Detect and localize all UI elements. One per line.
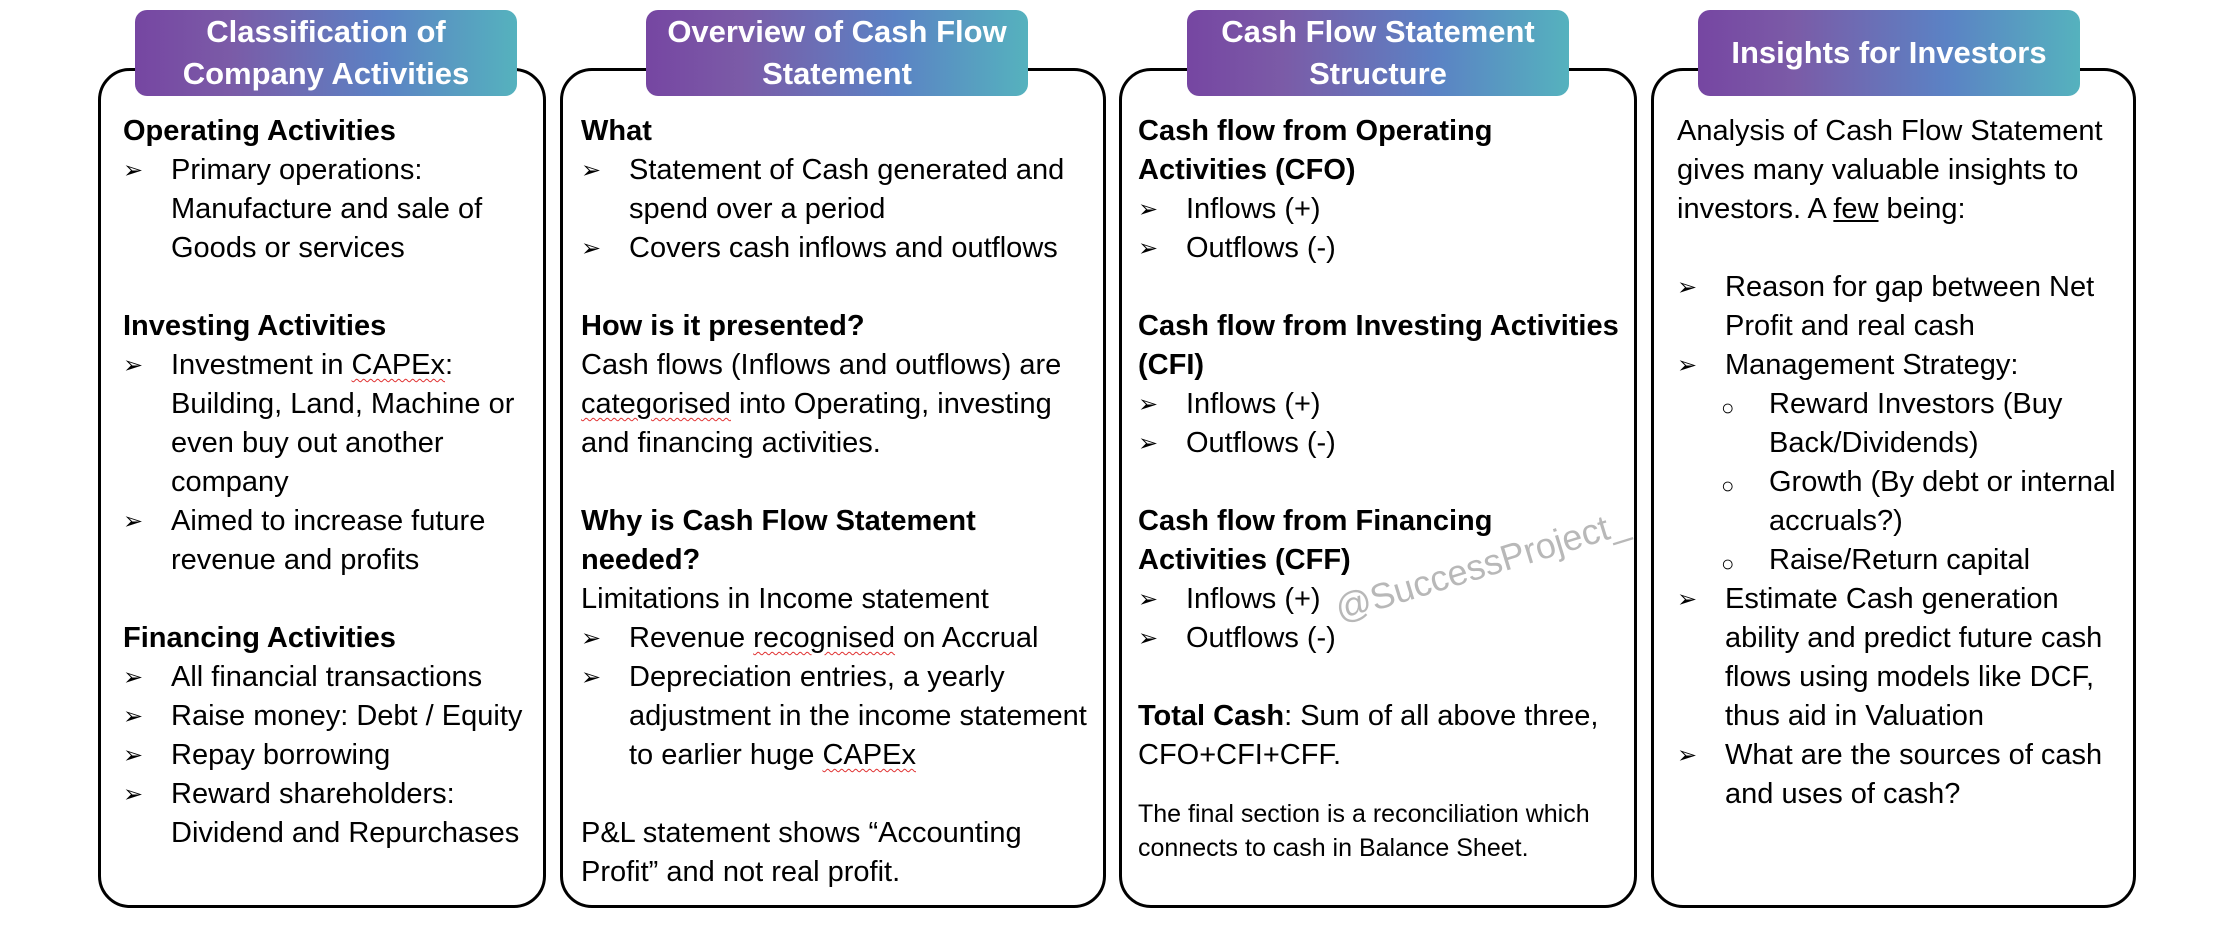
- header-cash-flow-overview: Overview of Cash Flow Statement: [646, 10, 1028, 96]
- arrowhead-bullet-icon: ➢: [1138, 196, 1159, 223]
- card-cash-flow-overview: [560, 68, 1106, 908]
- total-cash-description: : Sum of all above three, CFO+CFI+CFF.: [1138, 700, 1599, 771]
- list-item: ➢ Reason for gap between Net Profit and r…: [1677, 268, 2127, 346]
- arrowhead-bullet-icon: ➢: [1138, 625, 1159, 652]
- circle-bullet-icon: ○: [1721, 473, 1735, 498]
- list-item: ➢ Primary operations: Manufacture and sal…: [123, 151, 543, 268]
- arrowhead-bullet-icon: ➢: [123, 703, 144, 730]
- heading-cfi: Cash flow from Investing Activities (CFI…: [1138, 310, 1619, 381]
- arrowhead-bullet-icon: ➢: [1677, 274, 1698, 301]
- arrowhead-bullet-icon: ➢: [1138, 586, 1159, 613]
- heading-financing: Financing Activities: [123, 622, 396, 654]
- header-cash-flow-structure: Cash Flow Statement Structure: [1187, 10, 1569, 96]
- insights-intro: Analysis of Cash Flow Statement gives ma…: [1677, 115, 2103, 225]
- heading-cff: Cash flow from Financing Activities (CFF…: [1138, 505, 1493, 576]
- arrowhead-bullet-icon: ➢: [1677, 352, 1698, 379]
- total-cash-text: Total Cash: Sum of all above three, CFO+…: [1138, 697, 1628, 775]
- list-item: ➢ Inflows (+): [1138, 580, 1628, 619]
- circle-bullet-icon: ○: [1721, 395, 1735, 420]
- header-company-activities-title: Classification of Company Activities: [182, 14, 470, 91]
- how-presented-text: Cash flows (Inflows and outflows) are ca…: [581, 349, 1062, 459]
- pl-statement-text: P&L statement shows “Accounting Profit” …: [581, 817, 1022, 888]
- header-company-activities: Classification of Company Activities: [135, 10, 517, 96]
- heading-operating: Operating Activities: [123, 115, 396, 147]
- header-cash-flow-structure-title: Cash Flow Statement Structure: [1221, 14, 1535, 91]
- arrowhead-bullet-icon: ➢: [581, 157, 602, 184]
- list-item: ➢ Management Strategy:: [1677, 346, 2127, 385]
- list-item: ➢ Outflows (-): [1138, 229, 1628, 268]
- list-item: ➢ Revenue recognised on Accrual: [581, 619, 1096, 658]
- list-item: ➢ Repay borrowing: [123, 736, 543, 775]
- sub-list-item: ○ Raise/Return capital: [1677, 541, 2127, 580]
- arrowhead-bullet-icon: ➢: [1138, 391, 1159, 418]
- arrowhead-bullet-icon: ➢: [1677, 742, 1698, 769]
- arrowhead-bullet-icon: ➢: [581, 625, 602, 652]
- list-item: ➢ Aimed to increase future revenue and pr…: [123, 502, 543, 580]
- sub-list-item: ○ Reward Investors (Buy Back/Dividends): [1721, 388, 2063, 459]
- body-cash-flow-structure: Cash flow from Operating Activities (CFO…: [1138, 112, 1628, 865]
- arrowhead-bullet-icon: ➢: [123, 781, 144, 808]
- list-item: ➢ Reward shareholders: Dividend and Repur…: [123, 775, 543, 853]
- card-cash-flow-structure: [1119, 68, 1637, 908]
- list-item: ➢ Outflows (-): [1138, 619, 1628, 658]
- arrowhead-bullet-icon: ➢: [123, 664, 144, 691]
- circle-bullet-icon: ○: [1721, 551, 1735, 576]
- final-note: The final section is a reconciliation wh…: [1138, 800, 1590, 862]
- body-investor-insights: Analysis of Cash Flow Statement gives ma…: [1677, 112, 2127, 814]
- heading-what: What: [581, 115, 652, 147]
- arrowhead-bullet-icon: ➢: [123, 742, 144, 769]
- arrowhead-bullet-icon: ➢: [1138, 430, 1159, 457]
- sub-list-item: ○ Growth (By debt or internal accruals?): [1721, 466, 2116, 537]
- body-company-activities: Operating Activities ➢ Primary operations…: [123, 112, 543, 853]
- list-item: ➢ Estimate Cash generation ability and pr…: [1677, 580, 2127, 736]
- list-item: ➢ Investment in CAPEx: Building, Land, Ma…: [123, 346, 543, 502]
- list-item: ➢ Inflows (+): [1138, 190, 1628, 229]
- list-item: ➢ Depreciation entries, a yearly adjustme…: [581, 658, 1096, 775]
- list-item: ➢ What are the sources of cash and uses o…: [1677, 736, 2127, 814]
- arrowhead-bullet-icon: ➢: [581, 235, 602, 262]
- header-investor-insights: Insights for Investors: [1698, 10, 2080, 96]
- list-item: ➢ Raise money: Debt / Equity: [123, 697, 543, 736]
- arrowhead-bullet-icon: ➢: [1677, 586, 1698, 613]
- why-needed-text: Limitations in Income statement: [581, 583, 989, 615]
- heading-how-presented: How is it presented?: [581, 310, 865, 342]
- list-item: ➢ Statement of Cash generated and spend o…: [581, 151, 1096, 229]
- heading-why-needed: Why is Cash Flow Statement needed?: [581, 505, 976, 576]
- heading-cfo: Cash flow from Operating Activities (CFO…: [1138, 115, 1493, 186]
- arrowhead-bullet-icon: ➢: [123, 508, 144, 535]
- list-item: ➢ Inflows (+): [1138, 385, 1628, 424]
- list-item: ➢ Outflows (-): [1138, 424, 1628, 463]
- heading-investing: Investing Activities: [123, 310, 387, 342]
- list-item: ➢ All financial transactions: [123, 658, 543, 697]
- card-investor-insights: [1651, 68, 2136, 908]
- list-item: ➢ Covers cash inflows and outflows: [581, 229, 1096, 268]
- arrowhead-bullet-icon: ➢: [581, 664, 602, 691]
- card-company-activities: [98, 68, 546, 908]
- total-cash-label: Total Cash: [1138, 700, 1285, 732]
- header-investor-insights-title: Insights for Investors: [1731, 35, 2047, 70]
- arrowhead-bullet-icon: ➢: [123, 352, 144, 379]
- arrowhead-bullet-icon: ➢: [1138, 235, 1159, 262]
- arrowhead-bullet-icon: ➢: [123, 157, 144, 184]
- body-cash-flow-overview: What ➢ Statement of Cash generated and sp…: [581, 112, 1096, 892]
- header-cash-flow-overview-title: Overview of Cash Flow Statement: [667, 14, 1007, 91]
